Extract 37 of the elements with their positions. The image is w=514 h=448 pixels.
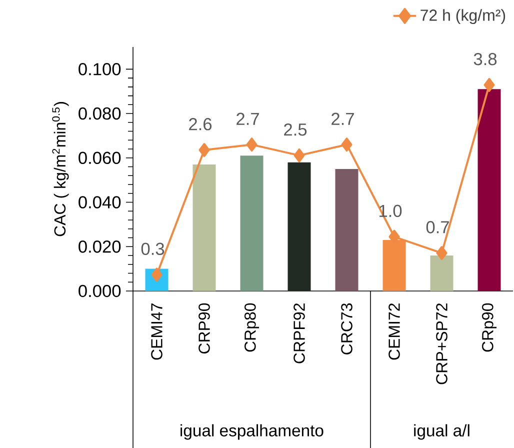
- bar: [478, 89, 501, 291]
- data-label: 2.7: [236, 112, 259, 125]
- point: [198, 143, 210, 158]
- x-tick-label: CRp80: [244, 303, 259, 352]
- y-tick-label: 0.040: [78, 196, 121, 208]
- data-label: 3.8: [474, 52, 497, 66]
- bar: [430, 255, 454, 291]
- y-tick-label: 0.100: [78, 63, 121, 76]
- text: igual espalhamento: [180, 424, 324, 440]
- x-tick-label: CRP90: [198, 303, 210, 354]
- y-tick-label: 0.060: [78, 152, 121, 164]
- point: [436, 246, 448, 260]
- y-tick-label: 0.000: [78, 284, 121, 298]
- bar: [240, 156, 264, 291]
- data-label: 2.7: [332, 112, 354, 125]
- data-label: 2.5: [284, 123, 307, 136]
- y-tick-label: 0.080: [78, 107, 121, 120]
- point: [294, 148, 305, 162]
- point: [246, 138, 258, 152]
- y-axis-title: CAC ( kg/m$^{2}$min$^{0.5}$): [52, 102, 69, 236]
- bar: [335, 168, 358, 291]
- y-tick-label: 0.020: [78, 240, 121, 253]
- x-tick-label: CEMI72: [388, 304, 400, 360]
- data-label: 0.3: [141, 242, 164, 256]
- point: [151, 268, 162, 282]
- bar: [192, 164, 216, 291]
- point: [484, 78, 495, 92]
- legend-label: 72 h (kg/m²): [420, 9, 506, 24]
- x-tick-label: CRP+SP72: [436, 304, 448, 384]
- point: [341, 138, 352, 152]
- x-tick-label: CEMI47: [151, 304, 162, 360]
- bar: [288, 162, 311, 291]
- x-tick-label: CRC73: [341, 303, 352, 354]
- data-label: 2.6: [189, 118, 212, 130]
- x-tick-label: CRp90: [482, 303, 496, 352]
- x-tick-label: CRPF92: [294, 304, 305, 364]
- text: igual a/l: [414, 424, 470, 440]
